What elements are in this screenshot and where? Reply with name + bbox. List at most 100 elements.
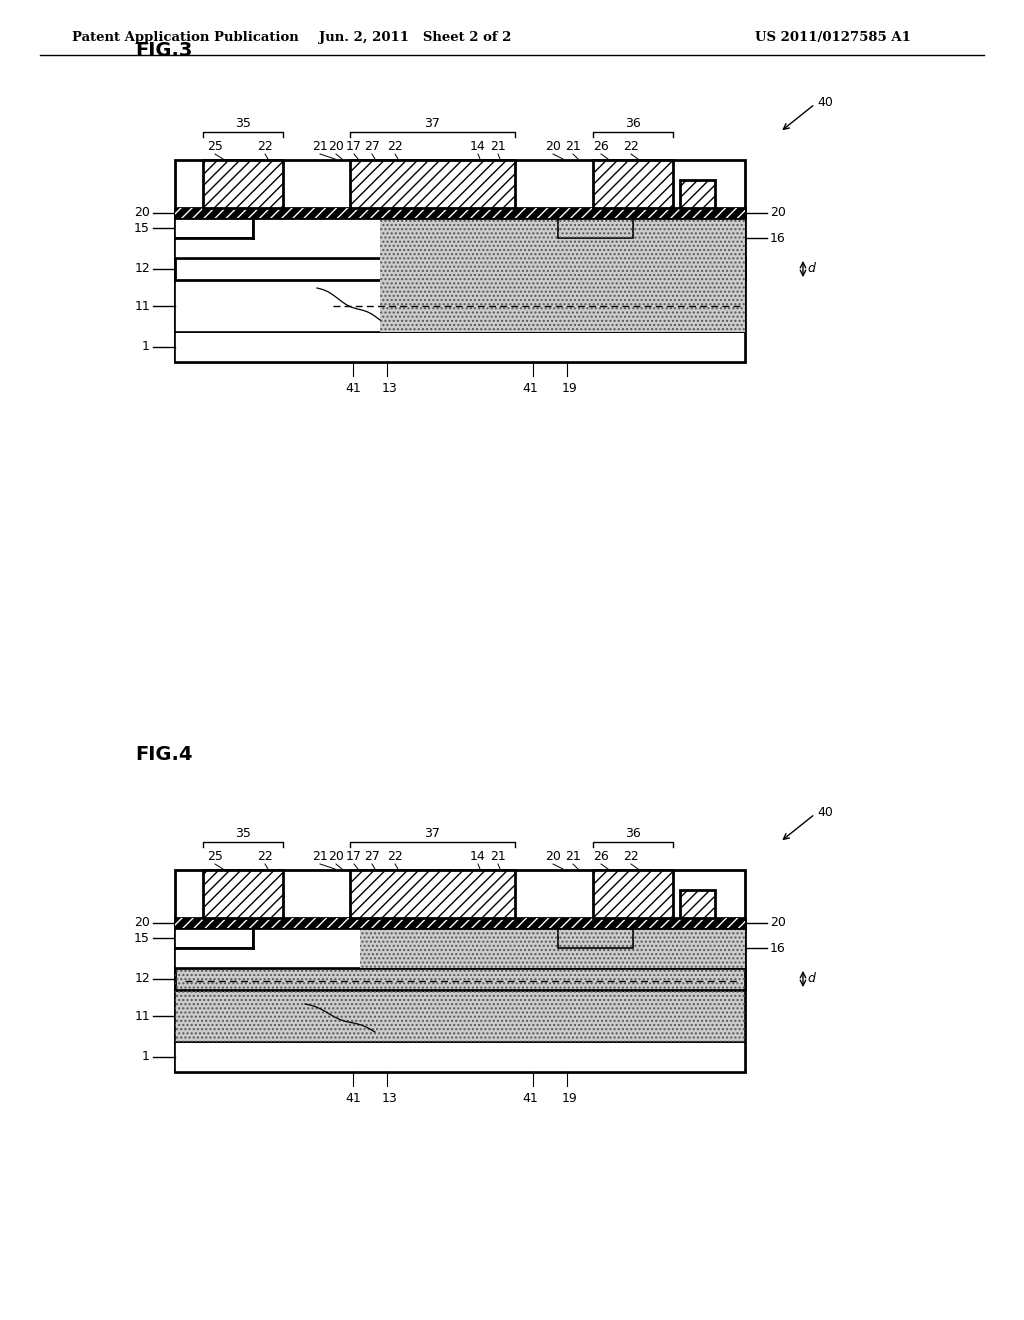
- Text: 36: 36: [625, 828, 641, 840]
- Text: 41: 41: [345, 381, 360, 395]
- Text: 25: 25: [207, 850, 223, 863]
- Text: 37: 37: [425, 828, 440, 840]
- Bar: [175, 160, 745, 362]
- Text: 21: 21: [565, 850, 581, 863]
- Text: 20: 20: [545, 140, 561, 153]
- Text: 15: 15: [134, 222, 150, 235]
- Text: 14: 14: [470, 850, 485, 863]
- Text: 22: 22: [387, 850, 402, 863]
- Bar: [680, 180, 715, 209]
- Bar: [203, 160, 283, 209]
- Text: 35: 35: [236, 828, 251, 840]
- Bar: [593, 160, 673, 209]
- Text: 35: 35: [236, 117, 251, 129]
- Text: 27: 27: [365, 850, 380, 863]
- Text: 16: 16: [770, 231, 785, 244]
- Bar: [360, 928, 745, 968]
- Text: d: d: [807, 973, 815, 986]
- Bar: [175, 917, 745, 928]
- Bar: [175, 209, 745, 218]
- Bar: [350, 160, 515, 209]
- Text: 36: 36: [625, 117, 641, 129]
- Text: 22: 22: [257, 850, 272, 863]
- Text: 22: 22: [387, 140, 402, 153]
- Bar: [680, 890, 715, 917]
- Text: 19: 19: [562, 381, 578, 395]
- Text: 20: 20: [545, 850, 561, 863]
- Text: 20: 20: [328, 140, 344, 153]
- Bar: [593, 870, 673, 917]
- Text: US 2011/0127585 A1: US 2011/0127585 A1: [755, 30, 911, 44]
- Bar: [558, 928, 633, 948]
- Text: 41: 41: [345, 1092, 360, 1105]
- Text: 40: 40: [817, 805, 833, 818]
- Bar: [175, 1041, 745, 1072]
- Text: 11: 11: [134, 1010, 150, 1023]
- Text: 13: 13: [382, 1092, 398, 1105]
- Bar: [593, 870, 673, 917]
- Bar: [175, 209, 745, 218]
- Text: 22: 22: [624, 850, 639, 863]
- Bar: [380, 280, 745, 333]
- Text: 20: 20: [134, 916, 150, 929]
- Bar: [558, 928, 633, 948]
- Bar: [203, 870, 283, 917]
- Bar: [175, 280, 745, 333]
- Text: Jun. 2, 2011   Sheet 2 of 2: Jun. 2, 2011 Sheet 2 of 2: [318, 30, 511, 44]
- Text: 12: 12: [134, 973, 150, 986]
- Bar: [350, 160, 515, 209]
- Bar: [175, 333, 745, 362]
- Text: 1: 1: [142, 341, 150, 354]
- Bar: [203, 160, 283, 209]
- Bar: [350, 870, 515, 917]
- Bar: [175, 928, 253, 948]
- Bar: [680, 180, 715, 209]
- Bar: [380, 280, 745, 333]
- Text: 1: 1: [142, 1051, 150, 1064]
- Text: 14: 14: [470, 140, 485, 153]
- Bar: [175, 928, 745, 968]
- Bar: [175, 968, 745, 990]
- Text: 20: 20: [770, 916, 785, 929]
- Text: 27: 27: [365, 140, 380, 153]
- Bar: [680, 890, 715, 917]
- Text: 22: 22: [257, 140, 272, 153]
- Text: 21: 21: [490, 850, 506, 863]
- Bar: [175, 917, 745, 928]
- Text: 17: 17: [346, 140, 361, 153]
- Bar: [593, 160, 673, 209]
- Bar: [175, 257, 745, 280]
- Text: FIG.3: FIG.3: [135, 41, 193, 59]
- Text: 13: 13: [382, 381, 398, 395]
- Text: 21: 21: [490, 140, 506, 153]
- Bar: [175, 870, 745, 1072]
- Text: 20: 20: [134, 206, 150, 219]
- Text: 17: 17: [346, 850, 361, 863]
- Text: 41: 41: [522, 1092, 538, 1105]
- Text: 41: 41: [522, 381, 538, 395]
- Text: 20: 20: [328, 850, 344, 863]
- Bar: [175, 990, 745, 1041]
- Bar: [175, 990, 745, 1041]
- Bar: [380, 257, 745, 280]
- Text: Patent Application Publication: Patent Application Publication: [72, 30, 299, 44]
- Bar: [350, 870, 515, 917]
- Text: 19: 19: [562, 1092, 578, 1105]
- Text: 21: 21: [565, 140, 581, 153]
- Text: d: d: [807, 263, 815, 276]
- Text: 11: 11: [134, 300, 150, 313]
- Text: 21: 21: [312, 140, 328, 153]
- Text: FIG.4: FIG.4: [135, 746, 193, 764]
- Bar: [175, 218, 253, 238]
- Text: 25: 25: [207, 140, 223, 153]
- Text: 37: 37: [425, 117, 440, 129]
- Text: 15: 15: [134, 932, 150, 945]
- Bar: [380, 218, 745, 257]
- Bar: [380, 257, 745, 280]
- Bar: [558, 218, 633, 238]
- Text: 26: 26: [593, 140, 609, 153]
- Text: 20: 20: [770, 206, 785, 219]
- Bar: [558, 218, 633, 238]
- Text: 12: 12: [134, 263, 150, 276]
- Text: 16: 16: [770, 941, 785, 954]
